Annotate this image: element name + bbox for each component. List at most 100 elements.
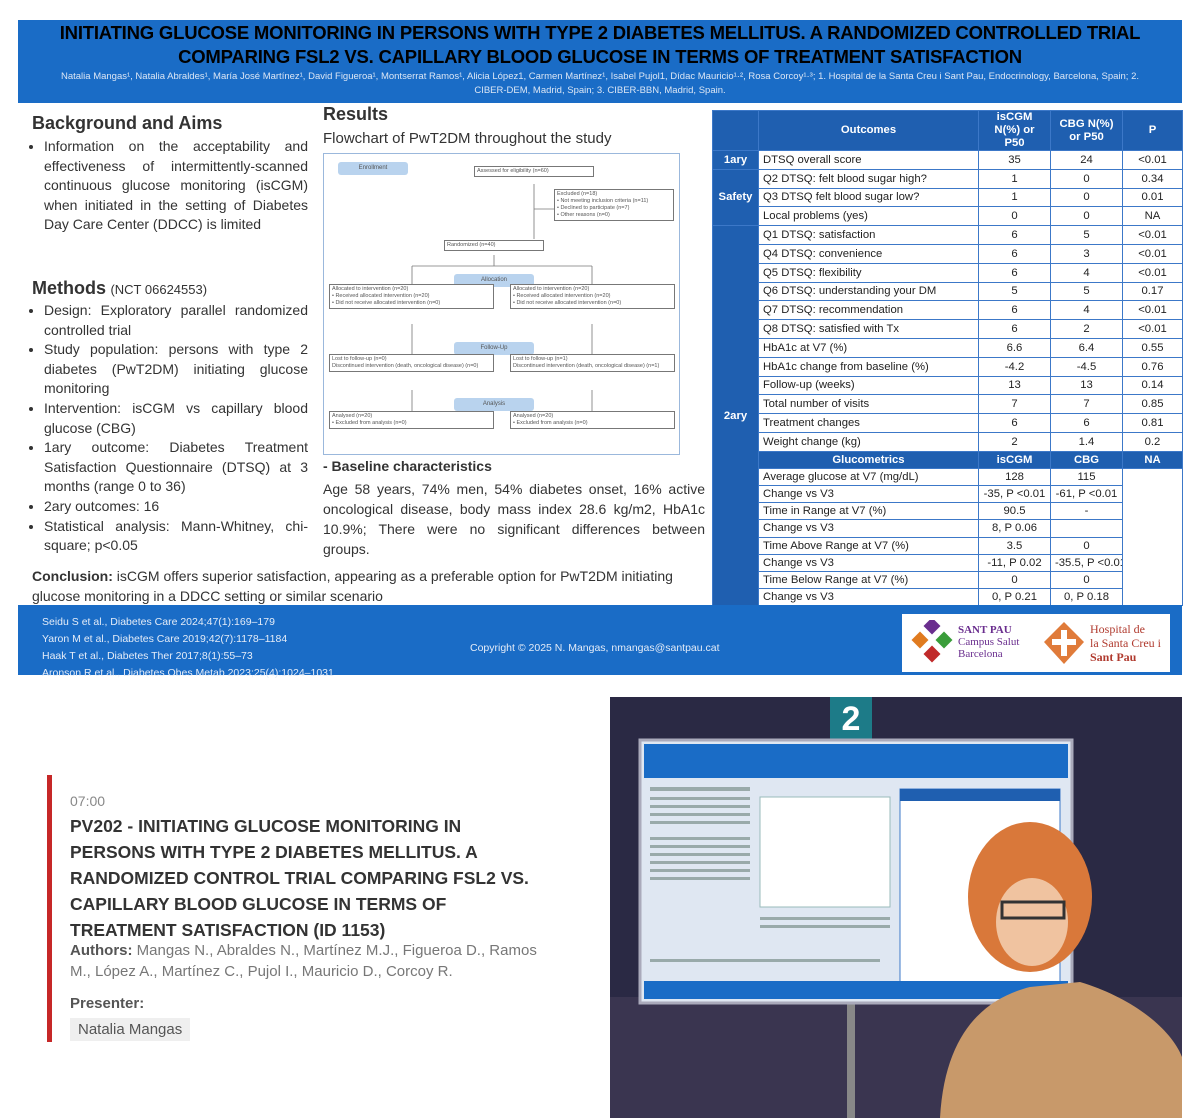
presenter-chip[interactable]: Natalia Mangas — [70, 1018, 191, 1041]
glucometrics-header: Glucometrics isCGM CBG NA — [713, 450, 1183, 469]
header-cell: isCGM N(%) or P50 — [978, 110, 1051, 151]
reference: Yaron M et al., Diabetes Care 2019;42(7)… — [42, 633, 288, 645]
table-cell: Average glucose at V7 (mg/dL) — [758, 467, 979, 486]
table-row: Time Above Range at V7 (%) 3.5 0 — [713, 536, 1183, 555]
table-cell: Weight change (kg) — [758, 431, 979, 452]
table-row: Q4 DTSQ: convenience 6 3 <0.01 — [713, 243, 1183, 264]
table-cell: NA — [1122, 206, 1183, 227]
table-cell: 0 — [1050, 168, 1123, 189]
table-cell: Total number of visits — [758, 394, 979, 415]
table-cell: 6 — [978, 262, 1051, 283]
flow-text: Allocated to intervention (n=20) — [332, 286, 409, 292]
table-cell: 0.85 — [1122, 394, 1183, 415]
flow-stage: Allocation — [454, 274, 534, 287]
flow-text: Allocated to intervention (n=20) — [513, 286, 590, 292]
table-cell: 1.4 — [1050, 431, 1123, 452]
flow-box: Excluded (n=18) • Not meeting inclusion c… — [554, 189, 674, 221]
table-cell: -11, P 0.02 — [978, 553, 1051, 572]
table-cell: 7 — [978, 394, 1051, 415]
flow-text: Analysed (n=20) — [332, 413, 373, 419]
logo-line: Sant Pau — [1090, 650, 1137, 664]
table-cell: 0.76 — [1122, 356, 1183, 377]
accent-bar — [47, 775, 52, 1042]
flow-text: • Excluded from analysis (n=0) — [332, 420, 407, 426]
header-cell: isCGM — [978, 450, 1051, 469]
table-cell: <0.01 — [1122, 319, 1183, 339]
table-row: Q7 DTSQ: recommendation 6 4 <0.01 — [713, 300, 1183, 321]
table-cell: 3.5 — [978, 536, 1051, 555]
section-heading: Methods — [32, 278, 106, 298]
table-row: Treatment changes 6 6 0.81 — [713, 413, 1183, 433]
table-cell: 3 — [1050, 243, 1123, 264]
flow-text: • Excluded from analysis (n=0) — [513, 420, 588, 426]
header-cell — [712, 110, 759, 151]
table-cell: 90.5 — [978, 502, 1051, 521]
table-row: Q6 DTSQ: understanding your DM 5 5 0.17 — [713, 281, 1183, 302]
table-cell: 0.2 — [1122, 431, 1183, 452]
table-row: Change vs V3 -11, P 0.02 -35.5, P <0.01 — [713, 553, 1183, 572]
flow-stage: Analysis — [454, 398, 534, 411]
table-cell: 0 — [1050, 187, 1123, 208]
table-row: Change vs V3 -35, P <0.01 -61, P <0.01 — [713, 484, 1183, 504]
table-cell: 2 — [1050, 319, 1123, 339]
results-table: Outcomes isCGM N(%) or P50 CBG N(%) or P50… — [712, 110, 1183, 607]
bullet: 2ary outcomes: 16 — [44, 497, 308, 517]
table-cell: Q1 DTSQ: satisfaction — [758, 225, 979, 245]
section-heading: Results — [323, 104, 389, 124]
table-cell: 5 — [1050, 281, 1123, 302]
baseline-heading: - Baseline characteristics — [323, 458, 492, 474]
flowchart-title: Flowchart of PwT2DM throughout the study — [323, 130, 612, 147]
header-cell: P — [1122, 110, 1183, 151]
conclusion-label: Conclusion: — [32, 568, 113, 584]
flow-text: Discontinued intervention (death, oncolo… — [332, 363, 479, 369]
methods-list: Design: Exploratory parallel randomized … — [30, 301, 308, 556]
table-row: Change vs V3 0, P 0.21 0, P 0.18 — [713, 588, 1183, 607]
table-cell: 24 — [1050, 150, 1123, 170]
header-row: Outcomes isCGM N(%) or P50 CBG N(%) or P50… — [712, 110, 1183, 151]
photo — [610, 697, 1182, 1118]
logos: SANT PAU Campus Salut Barcelona Hospital… — [902, 614, 1170, 672]
table-row: 1ary DTSQ overall score 35 24 <0.01 — [712, 150, 1183, 170]
table-cell: <0.01 — [1122, 150, 1183, 170]
bullet: Information on the acceptability and eff… — [44, 137, 308, 235]
sant-pau-logo — [911, 620, 953, 663]
table-cell: 0 — [1050, 570, 1123, 590]
table-cell: 0.55 — [1122, 337, 1183, 358]
flow-text: Discontinued intervention (death, oncolo… — [513, 363, 660, 369]
flow-text: Lost to follow-up (n=1) — [513, 356, 568, 362]
table-cell: 6.6 — [978, 337, 1051, 358]
header-cell: NA — [1122, 450, 1183, 469]
table-cell: 0 — [978, 206, 1051, 227]
table-cell: Q8 DTSQ: satisfied with Tx — [758, 319, 979, 339]
sign-number: 2 — [841, 700, 861, 738]
header-cell: Glucometrics — [758, 450, 979, 469]
copyright: Copyright © 2025 N. Mangas, nmangas@sant… — [470, 642, 720, 654]
table-cell: Time Below Range at V7 (%) — [758, 570, 979, 590]
table-cell: 0.17 — [1122, 281, 1183, 302]
table-cell: 13 — [1050, 375, 1123, 396]
session-title: PV202 - INITIATING GLUCOSE MONITORING IN… — [70, 816, 529, 940]
table-cell: Change vs V3 — [758, 519, 979, 538]
methods-heading: Methods (NCT 06624553) — [32, 278, 207, 299]
poster-authors: Natalia Mangas¹, Natalia Abraldes¹, Marí… — [60, 71, 1140, 96]
bullet: Statistical analysis: Mann-Whitney, chi-… — [44, 517, 308, 556]
table-cell: 4 — [1050, 262, 1123, 283]
conclusion: Conclusion: isCGM offers superior satisf… — [32, 566, 702, 606]
reference: Haak T et al., Diabetes Ther 2017;8(1):5… — [42, 650, 253, 662]
table-row: Q3 DTSQ felt blood sugar low? 1 0 0.01 — [713, 187, 1183, 208]
table-cell: 35 — [978, 150, 1051, 170]
table-cell: <0.01 — [1122, 243, 1183, 264]
flow-box: Allocated to intervention (n=20) • Receiv… — [510, 284, 675, 309]
flow-box: Assessed for eligibility (n=60) — [474, 166, 594, 177]
baseline-text: Age 58 years, 74% men, 54% diabetes onse… — [323, 481, 705, 557]
table-cell: 1 — [978, 187, 1051, 208]
flow-text: • Declined to participate (n=7) — [557, 205, 630, 211]
poster-title: COMPARING FSL2 VS. CAPILLARY BLOOD GLUCO… — [178, 46, 1022, 67]
table-cell: 6 — [1050, 413, 1123, 433]
session-time: 07:00 — [70, 793, 106, 809]
header-cell: CBG N(%) or P50 — [1050, 110, 1123, 151]
logo-line: Campus Salut — [958, 636, 1020, 648]
references: Seidu S et al., Diabetes Care 2024;47(1)… — [42, 614, 334, 682]
table-cell: Time Above Range at V7 (%) — [758, 536, 979, 555]
